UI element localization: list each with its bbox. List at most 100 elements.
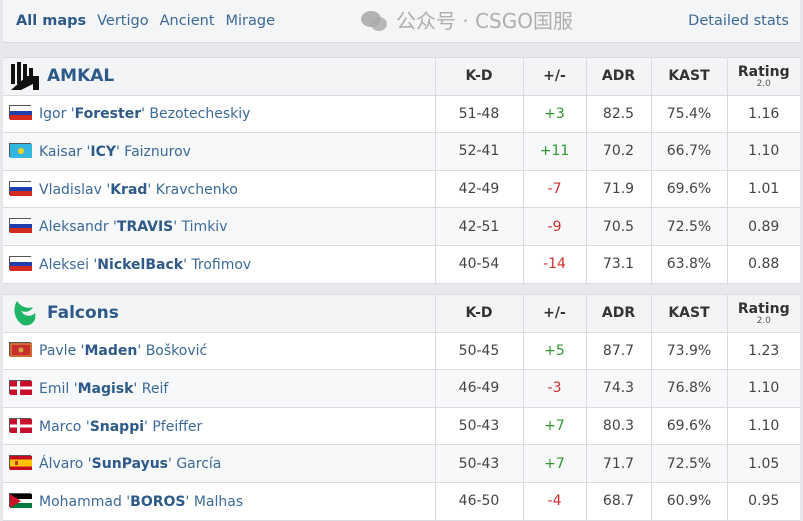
adr-value: 68.7: [585, 481, 652, 521]
kd-value: 51-48: [434, 94, 524, 134]
rating-value: 1.16: [726, 94, 800, 134]
table-row: Mohammad 'BOROS' Malhas 46-50 -4 68.7 60…: [3, 481, 800, 521]
kd-value: 46-50: [434, 481, 524, 521]
player-name-link[interactable]: Kaisar 'ICY' Faiznurov: [3, 132, 436, 171]
tab-vertigo[interactable]: Vertigo: [97, 13, 149, 29]
plus-minus-value: -14: [522, 244, 587, 284]
flag-dk-icon: [9, 379, 32, 395]
adr-value: 73.1: [585, 244, 652, 284]
kd-value: 50-43: [434, 406, 524, 446]
table-row: Emil 'Magisk' Reif 46-49 -3 74.3 76.8% 1…: [3, 369, 800, 408]
plus-minus-value: -7: [522, 169, 587, 209]
tab-all-maps[interactable]: All maps: [16, 13, 87, 29]
flag-ru-icon: [9, 218, 32, 234]
kd-value: 46-49: [434, 369, 524, 408]
watermark: 公众号 · CSGO国服: [360, 9, 573, 33]
table-row: Aleksandr 'TRAVIS' Timkiv 42-51 -9 70.5 …: [3, 207, 800, 246]
flag-ru-icon: [9, 255, 32, 271]
flag-me-icon: [9, 342, 32, 358]
player-name-link[interactable]: Vladislav 'Krad' Kravchenko: [3, 169, 436, 209]
flag-jo-icon: [9, 492, 32, 508]
rating-value: 1.10: [726, 406, 800, 446]
player-name-link[interactable]: Aleksei 'NickelBack' Trofimov: [3, 244, 436, 284]
player-name-link[interactable]: Álvaro 'SunPayus' García: [3, 444, 436, 483]
adr-value: 70.5: [585, 207, 652, 246]
rating-value: 1.05: [726, 444, 800, 483]
player-name-link[interactable]: Emil 'Magisk' Reif: [3, 369, 436, 408]
col-kd[interactable]: K-D: [434, 294, 524, 333]
table-row: Pavle 'Maden' Bošković 50-45 +5 87.7 73.…: [3, 331, 800, 371]
table-row: Igor 'Forester' Bezotecheskiy 51-48 +3 8…: [3, 94, 800, 134]
rating-value: 0.89: [726, 207, 800, 246]
team-stats-table: Falcons K-D +/- ADR KAST Rating 2.0 Pavle…: [3, 294, 800, 521]
detailed-stats-link[interactable]: Detailed stats: [688, 13, 789, 29]
player-name-link[interactable]: Pavle 'Maden' Bošković: [3, 331, 436, 371]
kd-value: 50-45: [434, 331, 524, 371]
adr-value: 74.3: [585, 369, 652, 408]
player-name-link[interactable]: Marco 'Snappi' Pfeiffer: [3, 406, 436, 446]
table-row: Aleksei 'NickelBack' Trofimov 40-54 -14 …: [3, 244, 800, 284]
table-row: Marco 'Snappi' Pfeiffer 50-43 +7 80.3 69…: [3, 406, 800, 446]
col-plus-minus[interactable]: +/-: [522, 57, 587, 96]
team-name[interactable]: Falcons: [9, 297, 435, 329]
table-row: Kaisar 'ICY' Faiznurov 52-41 +11 70.2 66…: [3, 132, 800, 171]
adr-value: 87.7: [585, 331, 652, 371]
col-rating[interactable]: Rating 2.0: [726, 294, 800, 333]
amkal-logo: [9, 60, 41, 92]
rating-value: 1.10: [726, 369, 800, 408]
plus-minus-value: +3: [522, 94, 587, 134]
kd-value: 42-51: [434, 207, 524, 246]
team-stats-table: AMKAL K-D +/- ADR KAST Rating 2.0 Igor 'F…: [3, 57, 800, 284]
kast-value: 75.4%: [650, 94, 728, 134]
flag-kz-icon: [9, 142, 32, 158]
tab-ancient[interactable]: Ancient: [159, 13, 215, 29]
plus-minus-value: +7: [522, 406, 587, 446]
map-tabs: All maps Vertigo Ancient Mirage Detailed…: [3, 0, 800, 43]
player-name-link[interactable]: Aleksandr 'TRAVIS' Timkiv: [3, 207, 436, 246]
kast-value: 76.8%: [650, 369, 728, 408]
col-kast[interactable]: KAST: [650, 57, 728, 96]
col-kast[interactable]: KAST: [650, 294, 728, 333]
table-header: Falcons K-D +/- ADR KAST Rating 2.0: [3, 294, 800, 333]
adr-value: 71.7: [585, 444, 652, 483]
col-adr[interactable]: ADR: [585, 57, 652, 96]
player-name-link[interactable]: Igor 'Forester' Bezotecheskiy: [3, 94, 436, 134]
rating-value: 1.23: [726, 331, 800, 371]
flag-dk-icon: [9, 417, 32, 433]
kd-value: 40-54: [434, 244, 524, 284]
player-name-link[interactable]: Mohammad 'BOROS' Malhas: [3, 481, 436, 521]
col-rating[interactable]: Rating 2.0: [726, 57, 800, 96]
kast-value: 72.5%: [650, 207, 728, 246]
rating-value: 1.01: [726, 169, 800, 209]
flag-ru-icon: [9, 105, 32, 121]
col-plus-minus[interactable]: +/-: [522, 294, 587, 333]
table-row: Vladislav 'Krad' Kravchenko 42-49 -7 71.…: [3, 169, 800, 209]
kd-value: 52-41: [434, 132, 524, 171]
kast-value: 60.9%: [650, 481, 728, 521]
plus-minus-value: +5: [522, 331, 587, 371]
wechat-icon: [360, 10, 388, 32]
plus-minus-value: -4: [522, 481, 587, 521]
plus-minus-value: -9: [522, 207, 587, 246]
kd-value: 50-43: [434, 444, 524, 483]
kast-value: 69.6%: [650, 169, 728, 209]
adr-value: 80.3: [585, 406, 652, 446]
adr-value: 71.9: [585, 169, 652, 209]
table-row: Álvaro 'SunPayus' García 50-43 +7 71.7 7…: [3, 444, 800, 483]
flag-ru-icon: [9, 180, 32, 196]
rating-value: 0.95: [726, 481, 800, 521]
team-name[interactable]: AMKAL: [9, 60, 435, 92]
falcons-logo: [9, 297, 41, 329]
plus-minus-value: -3: [522, 369, 587, 408]
kast-value: 66.7%: [650, 132, 728, 171]
col-adr[interactable]: ADR: [585, 294, 652, 333]
kast-value: 72.5%: [650, 444, 728, 483]
flag-es-icon: [9, 455, 32, 471]
col-kd[interactable]: K-D: [434, 57, 524, 96]
kast-value: 69.6%: [650, 406, 728, 446]
tab-mirage[interactable]: Mirage: [225, 13, 276, 29]
plus-minus-value: +11: [522, 132, 587, 171]
rating-value: 1.10: [726, 132, 800, 171]
kast-value: 63.8%: [650, 244, 728, 284]
table-header: AMKAL K-D +/- ADR KAST Rating 2.0: [3, 57, 800, 96]
